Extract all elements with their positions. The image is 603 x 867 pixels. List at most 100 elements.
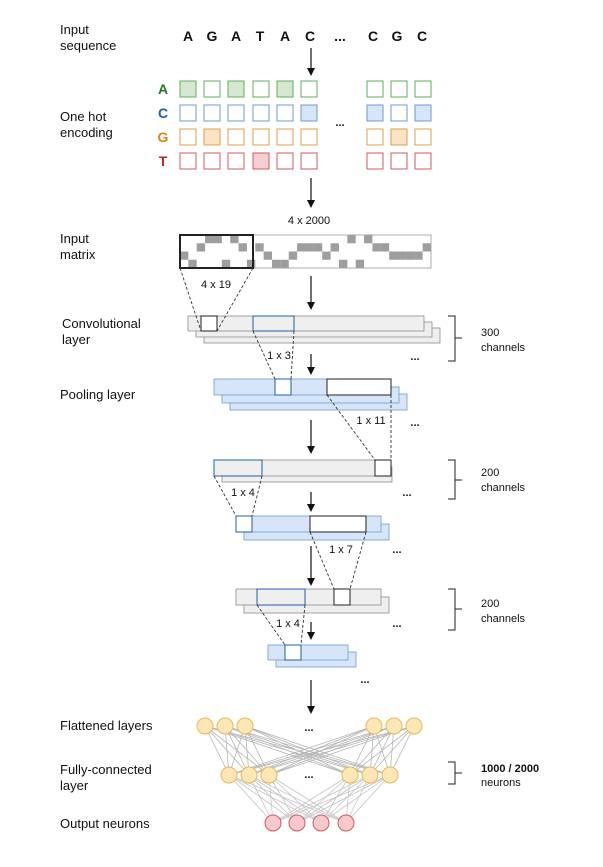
filter-dims-label: 4 x 19: [201, 279, 231, 291]
fc-connections: [204, 725, 415, 824]
flattened-neuron: [365, 717, 383, 735]
one-hot-cell: [227, 128, 245, 146]
connection: [349, 725, 415, 776]
sequence-letter: A: [231, 28, 241, 44]
pool-layer-2-stack: [235, 515, 390, 541]
connection: [228, 725, 415, 776]
conv1-output-cell: [200, 315, 218, 332]
one-hot-cell: [252, 152, 270, 170]
sequence-letter: G: [392, 28, 403, 44]
one-hot-cell: [203, 152, 221, 170]
one-hot-cell: [276, 128, 294, 146]
fc-neuron: [341, 766, 359, 784]
matrix-cell: [372, 243, 381, 252]
one-hot-cell: [179, 152, 197, 170]
one-hot-cell: [414, 104, 432, 122]
connection: [345, 774, 371, 824]
pool3-ellipsis: ...: [360, 674, 369, 686]
one-hot-cell: [227, 104, 245, 122]
pool3-output-cell: [284, 644, 302, 661]
matrix-cell: [288, 251, 298, 260]
connection: [369, 725, 415, 776]
matrix-cell: [213, 235, 222, 244]
bracket-300-channels: [448, 315, 462, 362]
label-input-matrix-1: Input: [60, 231, 89, 246]
base-label: A: [158, 81, 168, 97]
connection: [320, 774, 391, 824]
matrix-cell: [414, 251, 423, 260]
one-hot-cell: [390, 104, 408, 122]
one-hot-cell: [276, 80, 294, 98]
one-hot-cell: [276, 152, 294, 170]
matrix-cell: [180, 251, 189, 260]
sequence-letter: C: [305, 28, 315, 44]
kernel-1x3-label: 1 x 3: [267, 350, 291, 362]
sequence-letter: G: [207, 28, 218, 44]
label-input-sequence-2: sequence: [60, 38, 116, 53]
kernel-1x4-label-b: 1 x 4: [276, 618, 300, 630]
pool2-ellipsis: ...: [392, 544, 401, 556]
connection: [320, 774, 351, 824]
bracket-300-value: 300: [481, 327, 499, 339]
label-pooling-layer: Pooling layer: [60, 387, 136, 402]
connection: [296, 774, 351, 824]
sequence-letter: A: [183, 28, 193, 44]
label-input-sequence-1: Input: [60, 22, 89, 37]
one-hot-ellipsis: ...: [335, 117, 344, 129]
bracket-200-channels-a: [448, 459, 462, 500]
one-hot-cell: [203, 104, 221, 122]
label-fully-connected-2: layer: [60, 778, 89, 793]
fc-neuron: [260, 766, 278, 784]
matrix-cell: [280, 259, 289, 268]
connection: [320, 774, 371, 824]
matrix-cell: [272, 259, 281, 268]
matrix-cell: [405, 251, 415, 260]
fc-neuron: [220, 766, 238, 784]
conv3-receptive-window: [309, 515, 367, 533]
connection: [244, 725, 391, 776]
pool2-output-cell: [235, 515, 253, 533]
conv2-receptive-window: [326, 378, 392, 396]
receptive-field-lines: [179, 267, 392, 646]
conv2-output-cell: [374, 459, 392, 477]
connection: [296, 774, 371, 824]
fc-neuron: [381, 766, 399, 784]
output-neuron: [264, 814, 282, 832]
connection: [248, 725, 415, 776]
matrix-cell: [205, 235, 214, 244]
base-label: T: [159, 153, 168, 169]
kernel-1x11-label: 1 x 11: [356, 415, 385, 427]
conv1-ellipsis: ...: [410, 351, 419, 363]
label-output-neurons: Output neurons: [60, 816, 150, 831]
matrix-cell: [263, 251, 273, 260]
conv2-ellipsis: ...: [402, 487, 411, 499]
matrix-cell: [297, 243, 306, 252]
one-hot-cell: [179, 80, 197, 98]
connection: [244, 725, 270, 776]
conv2-sheet-1: [213, 459, 392, 477]
connection: [248, 774, 274, 824]
matrix-cell: [305, 243, 314, 252]
fc-neurons: [196, 717, 423, 832]
label-input-matrix-2: matrix: [60, 247, 96, 262]
neurons-unit: neurons: [481, 777, 521, 789]
connection: [296, 774, 391, 824]
matrix-cell: [255, 243, 264, 252]
one-hot-cell: [252, 128, 270, 146]
matrix-cell: [364, 235, 373, 244]
conv-layer-3-stack: [235, 588, 390, 614]
pool-layer-3-stack: [267, 644, 357, 668]
connection: [389, 725, 415, 776]
matrix-cell: [313, 243, 323, 252]
matrix-cell: [397, 251, 406, 260]
conv3-sheet-1: [235, 588, 382, 606]
kernel-1x7-label: 1 x 7: [329, 544, 353, 556]
one-hot-cell: [414, 128, 432, 146]
one-hot-cell: [227, 152, 245, 170]
connection: [228, 725, 375, 776]
conv1-sheet-1: [187, 315, 425, 332]
matrix-cell: [389, 251, 398, 260]
one-hot-cell: [414, 152, 432, 170]
matrix-dims-label: 4 x 2000: [288, 215, 330, 227]
